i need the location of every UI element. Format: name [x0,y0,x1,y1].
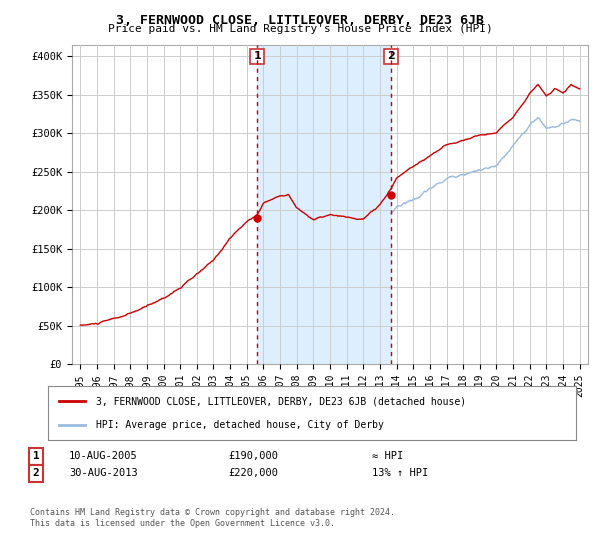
Text: Price paid vs. HM Land Registry's House Price Index (HPI): Price paid vs. HM Land Registry's House … [107,24,493,34]
Text: £220,000: £220,000 [228,468,278,478]
Text: HPI: Average price, detached house, City of Derby: HPI: Average price, detached house, City… [95,419,383,430]
Text: 3, FERNWOOD CLOSE, LITTLEOVER, DERBY, DE23 6JB: 3, FERNWOOD CLOSE, LITTLEOVER, DERBY, DE… [116,14,484,27]
Text: 2: 2 [32,468,40,478]
Text: ≈ HPI: ≈ HPI [372,451,403,461]
Text: 13% ↑ HPI: 13% ↑ HPI [372,468,428,478]
Text: 30-AUG-2013: 30-AUG-2013 [69,468,138,478]
Bar [257,45,391,364]
Text: 1: 1 [253,52,261,62]
Text: 3, FERNWOOD CLOSE, LITTLEOVER, DERBY, DE23 6JB (detached house): 3, FERNWOOD CLOSE, LITTLEOVER, DERBY, DE… [95,396,466,407]
Text: 10-AUG-2005: 10-AUG-2005 [69,451,138,461]
Text: £190,000: £190,000 [228,451,278,461]
Text: 2: 2 [387,52,395,62]
Text: 1: 1 [32,451,40,461]
Text: Contains HM Land Registry data © Crown copyright and database right 2024.
This d: Contains HM Land Registry data © Crown c… [30,508,395,528]
